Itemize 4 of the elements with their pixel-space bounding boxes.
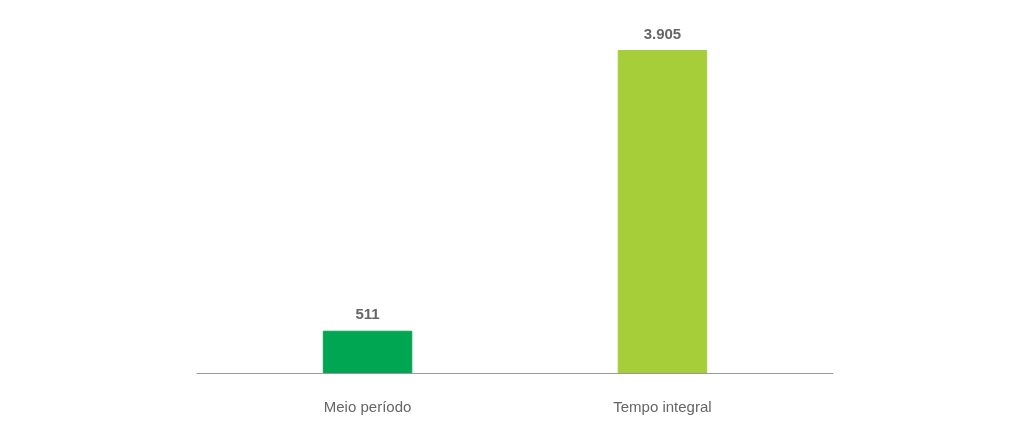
data-label: 3.905 bbox=[643, 24, 682, 42]
x-tick-label: Tempo integral bbox=[613, 397, 712, 415]
x-tick-label: Meio período bbox=[323, 397, 412, 415]
data-label: 511 bbox=[355, 305, 380, 323]
